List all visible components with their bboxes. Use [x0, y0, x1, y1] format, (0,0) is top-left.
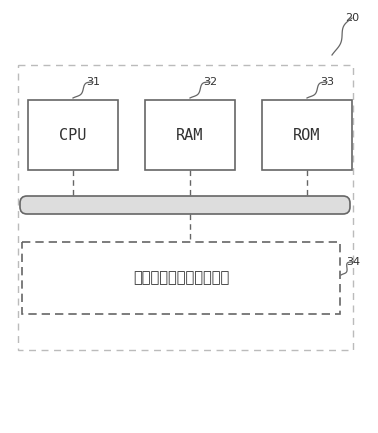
Bar: [262, 100, 352, 170]
Bar: [145, 100, 235, 170]
Text: ROM: ROM: [293, 127, 321, 142]
Text: 31: 31: [86, 77, 100, 87]
Text: CPU: CPU: [59, 127, 87, 142]
Bar: [18, 65, 353, 350]
Text: 33: 33: [320, 77, 334, 87]
Bar: [22, 242, 340, 314]
Text: RAM: RAM: [176, 127, 204, 142]
FancyBboxPatch shape: [20, 196, 350, 214]
Text: 入出力インターフェース: 入出力インターフェース: [133, 271, 229, 285]
Text: 20: 20: [345, 13, 359, 23]
Text: 34: 34: [346, 257, 360, 267]
Text: 32: 32: [203, 77, 217, 87]
Bar: [28, 100, 118, 170]
